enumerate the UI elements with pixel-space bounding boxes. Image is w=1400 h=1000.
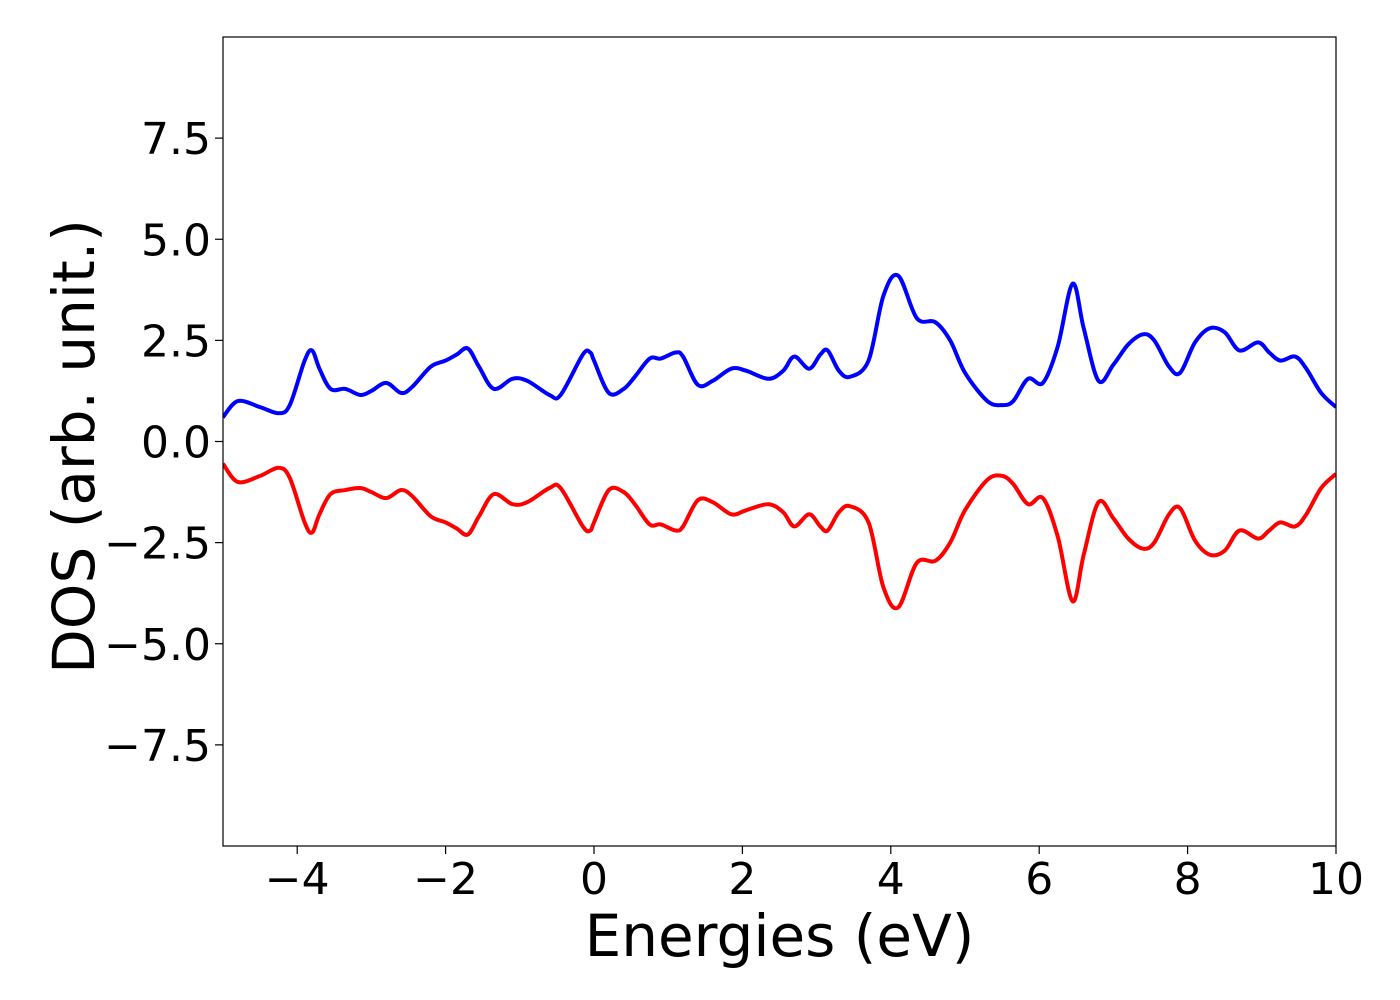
y-tick-label: 5.0 — [141, 215, 211, 266]
y-tick-label: 0.0 — [141, 418, 211, 469]
y-tick-label: −2.5 — [104, 519, 211, 570]
y-axis-ticks: −7.5 −5.0 −2.5 0.0 2.5 5.0 7.5 — [104, 114, 223, 772]
x-axis-ticks: −4 −2 0 2 4 6 8 10 — [265, 846, 1364, 905]
x-tick-label: 10 — [1308, 854, 1364, 905]
x-axis-title: Energies (eV) — [585, 902, 975, 970]
series-line-spin-up — [223, 272, 1336, 419]
y-tick-label: −5.0 — [104, 620, 211, 671]
y-tick-label: 7.5 — [141, 114, 211, 165]
x-tick-label: −2 — [413, 854, 478, 905]
x-tick-label: 6 — [1025, 854, 1053, 905]
series-line-spin-down — [223, 462, 1336, 611]
x-tick-label: 2 — [728, 854, 756, 905]
x-tick-label: −4 — [265, 854, 330, 905]
x-tick-label: 4 — [877, 854, 905, 905]
x-tick-label: 0 — [580, 854, 608, 905]
plot-frame — [222, 36, 1337, 847]
x-tick-label: 8 — [1174, 854, 1202, 905]
y-axis-title: DOS (arb. unit.) — [40, 219, 108, 674]
y-tick-label: −7.5 — [104, 721, 211, 772]
y-tick-label: 2.5 — [141, 316, 211, 367]
plot-content — [223, 272, 1336, 611]
